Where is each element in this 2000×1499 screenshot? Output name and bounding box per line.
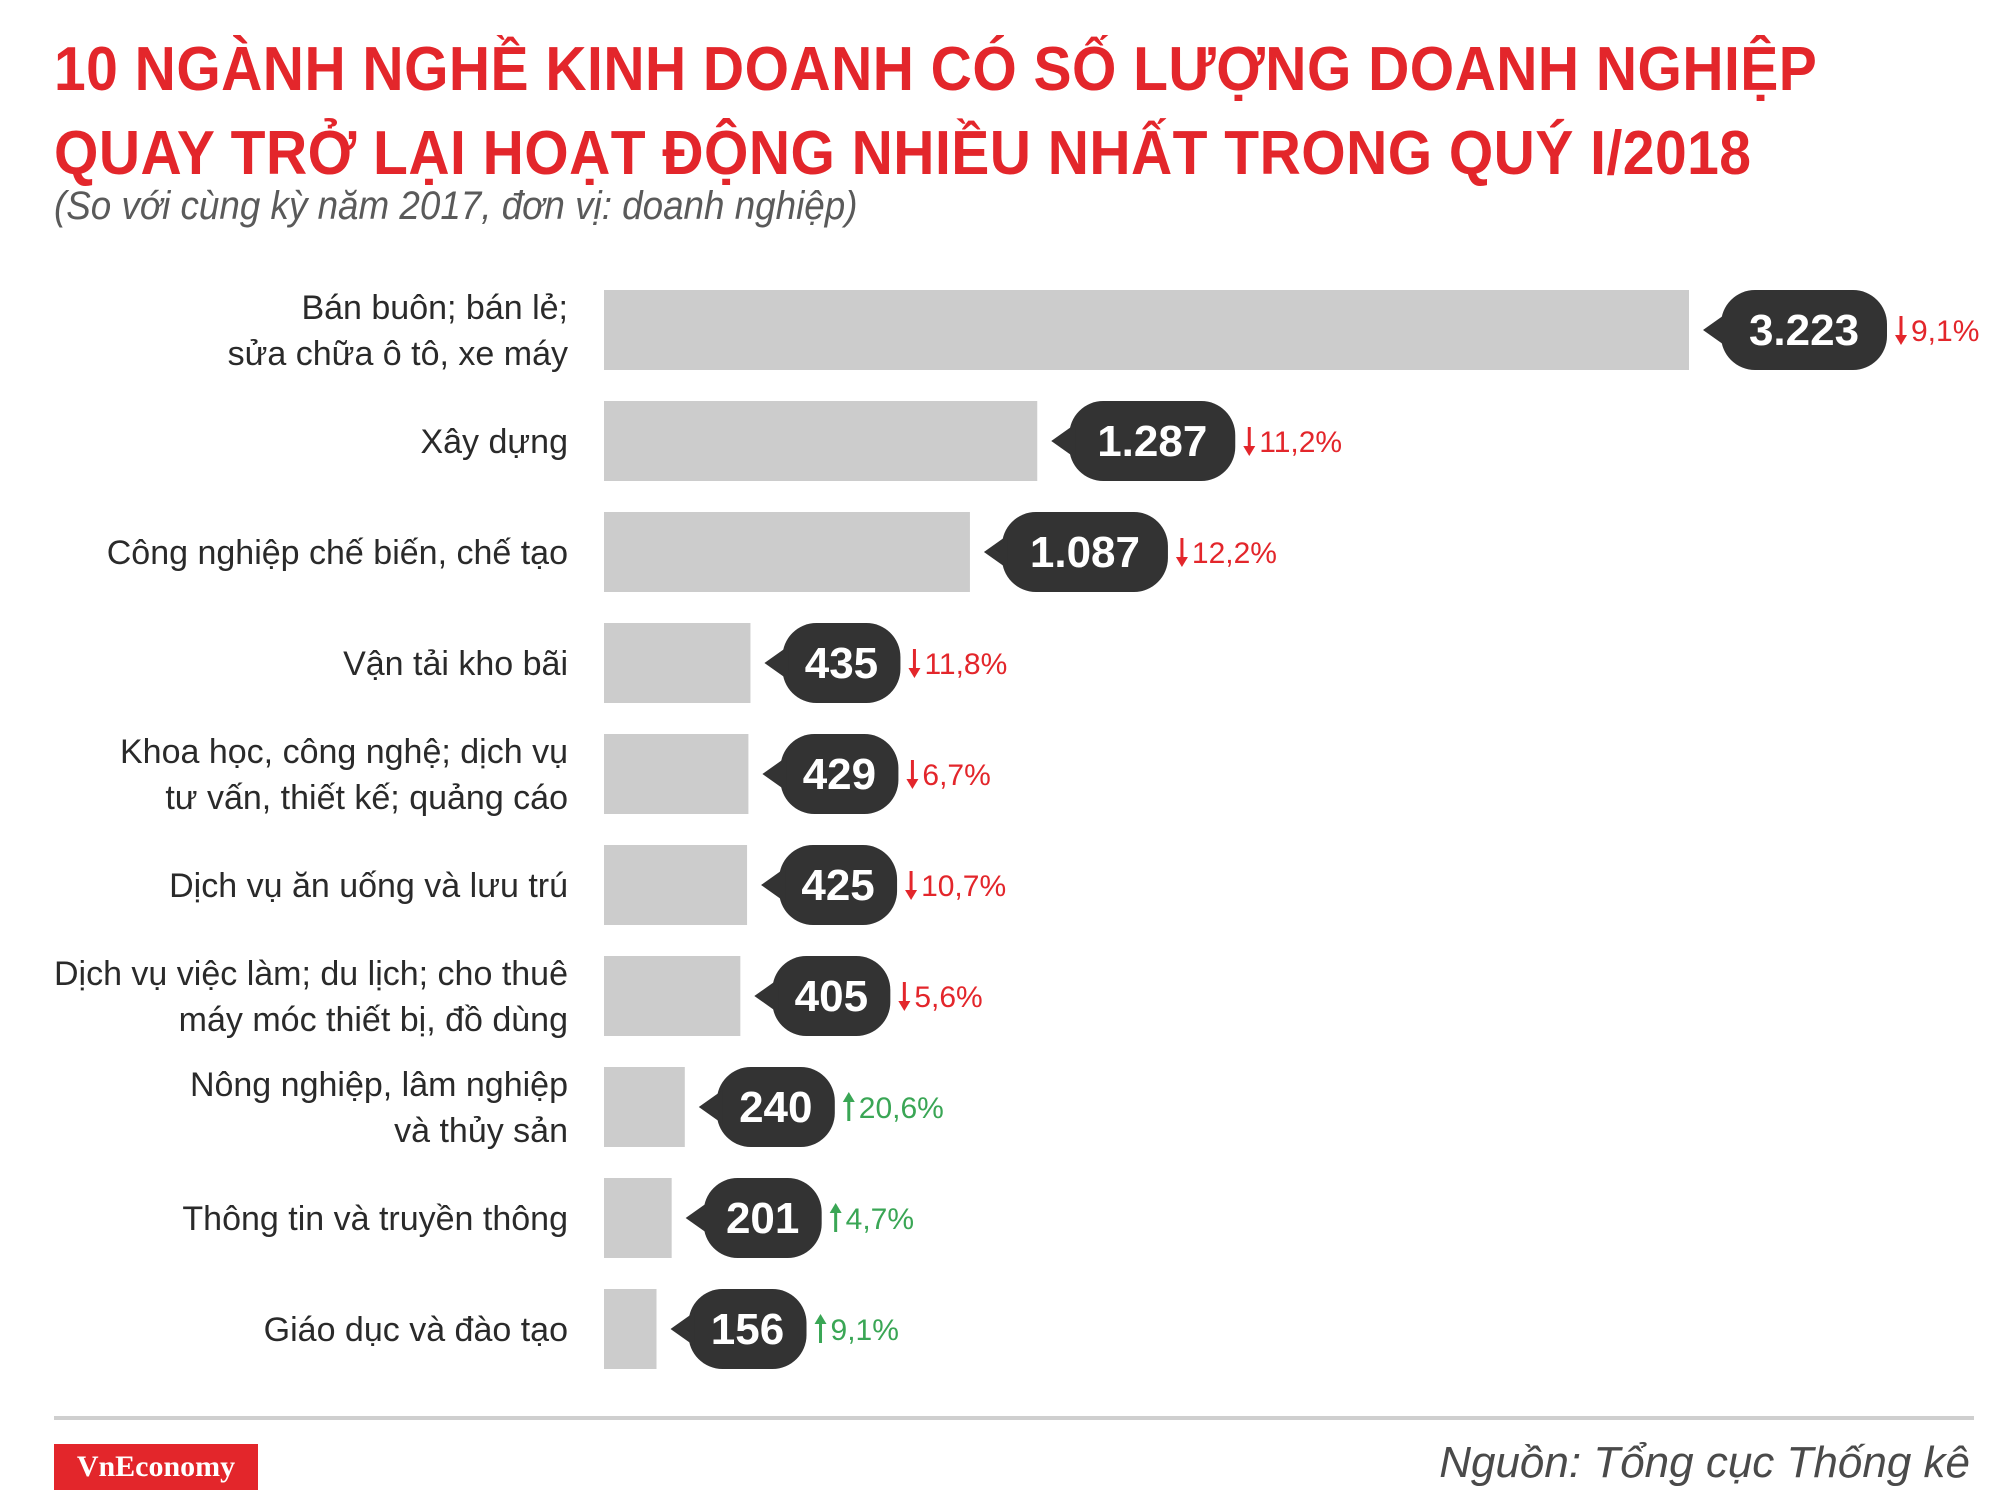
value-label-8: 201 <box>726 1194 799 1243</box>
arrow-up-icon-8 <box>829 1203 842 1232</box>
arrow-down-icon-2 <box>1175 538 1188 567</box>
bar-0 <box>604 290 1689 370</box>
change-label-7: 20,6% <box>859 1092 944 1125</box>
value-callout-5: 425 <box>761 845 898 925</box>
value-callout-8: 201 <box>685 1178 822 1258</box>
category-label-0: Bán buôn; bán lẻ; sửa chữa ô tô, xe máy <box>228 289 568 373</box>
bar-3 <box>604 623 751 703</box>
change-label-0: 9,1% <box>1911 315 1979 348</box>
value-callout-1: 1.287 <box>1051 401 1236 481</box>
category-label-9: Giáo dục và đào tạo <box>264 1311 568 1349</box>
value-label-4: 429 <box>803 750 876 799</box>
bar-7 <box>604 1067 685 1147</box>
value-callout-4: 429 <box>762 734 899 814</box>
value-label-9: 156 <box>711 1305 784 1354</box>
bar-4 <box>604 734 749 814</box>
change-label-3: 11,8% <box>924 648 1007 681</box>
bar-9 <box>604 1289 657 1369</box>
bar-1 <box>604 401 1038 481</box>
chart-subtitle: (So với cùng kỳ năm 2017, đơn vị: doanh … <box>54 184 858 228</box>
value-label-5: 425 <box>801 861 874 910</box>
arrow-up-icon-9 <box>814 1314 827 1343</box>
bar-chart: Bán buôn; bán lẻ; sửa chữa ô tô, xe máy 3.… <box>54 289 1979 1369</box>
category-label-3: Vận tải kho bãi <box>343 645 568 683</box>
change-label-5: 10,7% <box>921 870 1006 903</box>
category-label-8: Thông tin và truyền thông <box>182 1200 568 1238</box>
bar-8 <box>604 1178 672 1258</box>
category-label-6: Dịch vụ việc làm; du lịch; cho thuê máy m… <box>54 955 568 1039</box>
change-label-8: 4,7% <box>846 1203 914 1236</box>
arrow-down-icon-1 <box>1243 427 1256 456</box>
category-label-2: Công nghiệp chế biến, chế tạo <box>107 534 568 572</box>
value-label-3: 435 <box>805 639 878 688</box>
value-label-6: 405 <box>795 972 868 1021</box>
arrow-up-icon-7 <box>842 1092 855 1121</box>
category-label-5: Dịch vụ ăn uống và lưu trú <box>169 867 568 905</box>
value-label-1: 1.287 <box>1097 417 1207 466</box>
source-note: Nguồn: Tổng cục Thống kê <box>1439 1438 1970 1487</box>
value-callout-3: 435 <box>764 623 901 703</box>
category-label-7: Nông nghiệp, lâm nghiệp và thủy sản <box>190 1066 568 1150</box>
arrow-down-icon-3 <box>908 649 921 678</box>
change-label-1: 11,2% <box>1259 426 1342 459</box>
value-callout-7: 240 <box>698 1067 835 1147</box>
bar-2 <box>604 512 970 592</box>
value-callout-6: 405 <box>754 956 891 1036</box>
value-callout-0: 3.223 <box>1703 290 1887 370</box>
value-callout-9: 156 <box>670 1289 807 1369</box>
value-label-7: 240 <box>739 1083 812 1132</box>
value-label-2: 1.087 <box>1030 528 1140 577</box>
category-label-1: Xây dựng <box>420 423 568 461</box>
footer-divider <box>54 1416 1974 1420</box>
title-line-2: QUAY TRỞ LẠI HOẠT ĐỘNG NHIỀU NHẤT TRONG … <box>54 119 1752 188</box>
change-label-9: 9,1% <box>831 1314 899 1347</box>
arrow-down-icon-5 <box>905 871 918 900</box>
bar-5 <box>604 845 748 925</box>
arrow-down-icon-4 <box>906 760 919 789</box>
arrow-down-icon-0 <box>1895 316 1907 345</box>
arrow-down-icon-6 <box>898 982 911 1011</box>
change-label-4: 6,7% <box>922 759 990 792</box>
bar-6 <box>604 956 741 1036</box>
change-label-6: 5,6% <box>914 981 982 1014</box>
chart-title: 10 NGÀNH NGHỀ KINH DOANH CÓ SỐ LƯỢNG DOA… <box>54 28 1818 196</box>
value-label-0: 3.223 <box>1749 306 1859 355</box>
change-label-2: 12,2% <box>1192 537 1277 570</box>
title-line-1: 10 NGÀNH NGHỀ KINH DOANH CÓ SỐ LƯỢNG DOA… <box>54 35 1818 104</box>
value-callout-2: 1.087 <box>983 512 1168 592</box>
category-label-4: Khoa học, công nghệ; dịch vụ tư vấn, thiế… <box>120 733 568 817</box>
brand-logo: VnEconomy <box>54 1444 258 1490</box>
